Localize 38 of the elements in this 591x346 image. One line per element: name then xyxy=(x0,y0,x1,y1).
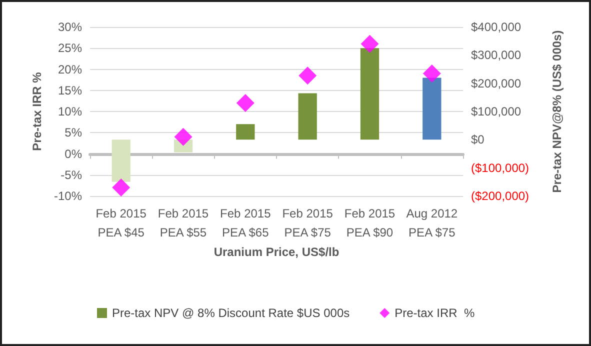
point xyxy=(422,64,441,82)
y2-tick-label: $200,000 xyxy=(471,76,522,90)
bar xyxy=(298,93,317,140)
y2-tick-label: $300,000 xyxy=(471,48,522,62)
y-tick-label: 5% xyxy=(64,126,82,140)
y-tick-label: -5% xyxy=(60,168,82,182)
point xyxy=(174,128,192,146)
point xyxy=(298,66,317,85)
y-tick-label: 0% xyxy=(64,146,82,161)
y-tick-label: 10% xyxy=(58,104,82,118)
bar xyxy=(422,78,442,140)
y2-tick-label: $0 xyxy=(471,132,485,147)
y-tick-label: -10% xyxy=(54,189,82,203)
x-tick-label: Feb 2015 PEA $75 xyxy=(282,206,334,240)
y2-tick-label: ($100,000) xyxy=(471,160,530,175)
y-tick-label: 25% xyxy=(58,41,82,56)
point xyxy=(360,34,379,53)
x-axis-title: Uranium Price, US$/lb xyxy=(214,245,340,259)
bar xyxy=(236,124,255,140)
x-tick-label: Feb 2015 PEA $55 xyxy=(158,206,209,240)
bar xyxy=(112,140,130,182)
y2-tick-label: ($200,000) xyxy=(471,189,530,203)
x-tick-label: Feb 2015 PEA $45 xyxy=(96,206,147,240)
x-tick-label: Feb 2015 PEA $65 xyxy=(220,206,272,240)
y-tick-label: 30% xyxy=(58,20,82,34)
y-axis-title: Pre-tax IRR % xyxy=(30,72,44,151)
y-tick-label: 15% xyxy=(58,83,82,98)
y2-tick-label: $400,000 xyxy=(471,20,522,34)
y2-axis-title: Pre-tax NPV@8% (US$ 000s) xyxy=(550,30,564,193)
x-tick-label: Feb 2015 PEA $90 xyxy=(344,206,396,240)
x-tick-label: Aug 2012 PEA $75 xyxy=(406,206,458,240)
bar xyxy=(360,48,380,140)
y-tick-label: 20% xyxy=(58,62,82,76)
y2-tick-label: $100,000 xyxy=(471,104,522,118)
legend-label: Pre-tax NPV @ 8% Discount Rate $US 000s xyxy=(112,306,350,320)
point xyxy=(112,178,130,197)
point xyxy=(236,94,254,112)
legend-label: Pre-tax IRR % xyxy=(394,306,475,320)
